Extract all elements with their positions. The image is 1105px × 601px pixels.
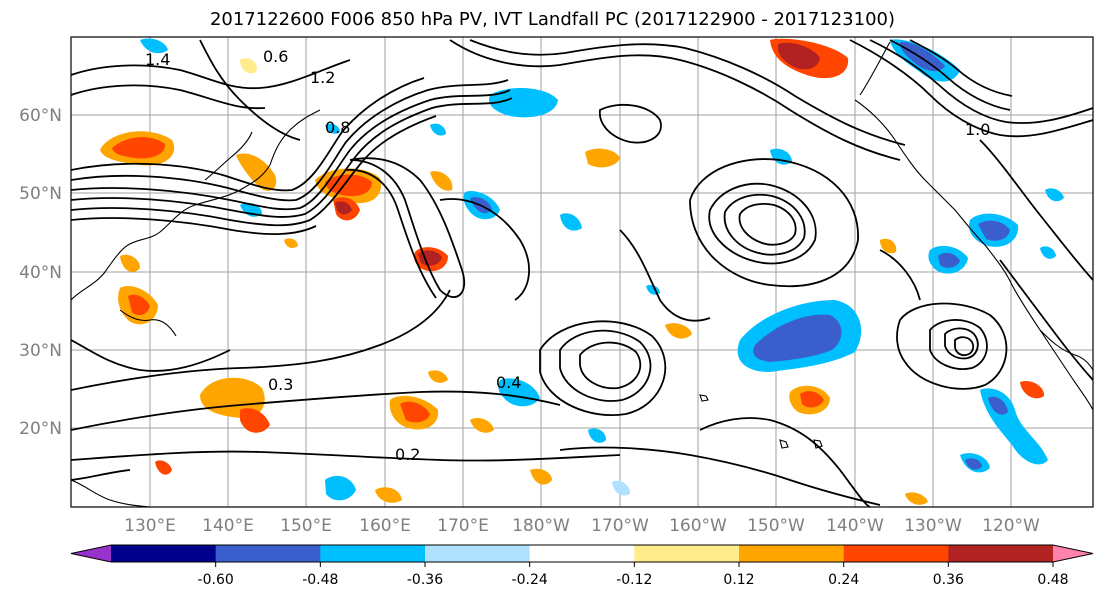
lon-label-120w: 120°W <box>982 516 1040 536</box>
lon-label-130w: 130°W <box>904 516 962 536</box>
colorbar-tick-label: -0.60 <box>198 572 234 588</box>
positive-anomaly-fills <box>100 38 1045 505</box>
contour-label-0-6: 0.6 <box>263 47 288 66</box>
plot-frame <box>70 36 1094 508</box>
contour-label-1-0: 1.0 <box>965 120 990 139</box>
colorbar-tick-label: -0.12 <box>616 572 652 588</box>
colorbar-segment <box>320 545 426 562</box>
lon-label-150e: 150°E <box>280 516 332 536</box>
contour-label-group: 1.4 1.2 1.0 0.8 0.6 0.4 0.3 0.2 <box>145 47 990 464</box>
colorbar-segment <box>529 545 635 562</box>
colorbar-extension-high <box>1053 545 1093 562</box>
lon-label-150w: 150°W <box>747 516 805 536</box>
colorbar-tick-label: 0.12 <box>723 572 754 588</box>
colorbar-tick-label: -0.48 <box>302 572 338 588</box>
contour-label-1-2: 1.2 <box>310 68 335 87</box>
colorbar-extension-low <box>71 545 111 562</box>
colorbar-segment <box>425 545 531 562</box>
lon-label-140e: 140°E <box>202 516 254 536</box>
colorbar-tick-label: -0.36 <box>407 572 443 588</box>
lat-label-60n: 60°N <box>19 106 62 126</box>
lat-label-20n: 20°N <box>19 419 62 439</box>
lat-label-40n: 40°N <box>19 263 62 283</box>
pv-contours <box>71 39 1093 507</box>
lon-label-140w: 140°W <box>826 516 884 536</box>
negative-anomaly-fills <box>140 38 1064 501</box>
coastlines <box>71 41 1093 507</box>
colorbar-tick-label: 0.24 <box>828 572 859 588</box>
colorbar-outline <box>70 544 1094 563</box>
colorbar-segment <box>215 545 321 562</box>
contour-label-0-3: 0.3 <box>268 375 293 394</box>
colorbar-tick-label: -0.24 <box>512 572 548 588</box>
lat-label-50n: 50°N <box>19 184 62 204</box>
colorbar-segment <box>739 545 845 562</box>
latitude-labels: 60°N 50°N 40°N 30°N 20°N <box>19 106 62 439</box>
colorbar-segment <box>948 545 1054 562</box>
lon-label-170w: 170°W <box>591 516 649 536</box>
colorbar <box>70 544 1094 563</box>
longitude-labels: 130°E 140°E 150°E 160°E 170°E 180°W 170°… <box>124 516 1040 536</box>
colorbar-segment <box>111 545 217 562</box>
colorbar-segment <box>843 545 949 562</box>
contour-label-1-4: 1.4 <box>145 50 170 69</box>
map-title: 2017122600 F006 850 hPa PV, IVT Landfall… <box>209 9 896 30</box>
lon-label-180w: 180°W <box>512 516 570 536</box>
contour-label-0-8: 0.8 <box>325 118 350 137</box>
gridlines <box>71 37 1093 507</box>
lon-label-170e: 170°E <box>437 516 489 536</box>
lon-label-160e: 160°E <box>359 516 411 536</box>
colorbar-segment <box>634 545 740 562</box>
lon-label-130e: 130°E <box>124 516 176 536</box>
contour-label-0-2: 0.2 <box>395 445 420 464</box>
colorbar-ticks: -0.60 -0.48 -0.36 -0.24 -0.12 0.12 0.24 0.36 0.4… <box>198 562 1069 588</box>
lon-label-160w: 160°W <box>669 516 727 536</box>
colorbar-tick-label: 0.36 <box>933 572 964 588</box>
contour-label-0-4: 0.4 <box>496 373 521 392</box>
colorbar-tick-label: 0.48 <box>1037 572 1068 588</box>
lat-label-30n: 30°N <box>19 341 62 361</box>
